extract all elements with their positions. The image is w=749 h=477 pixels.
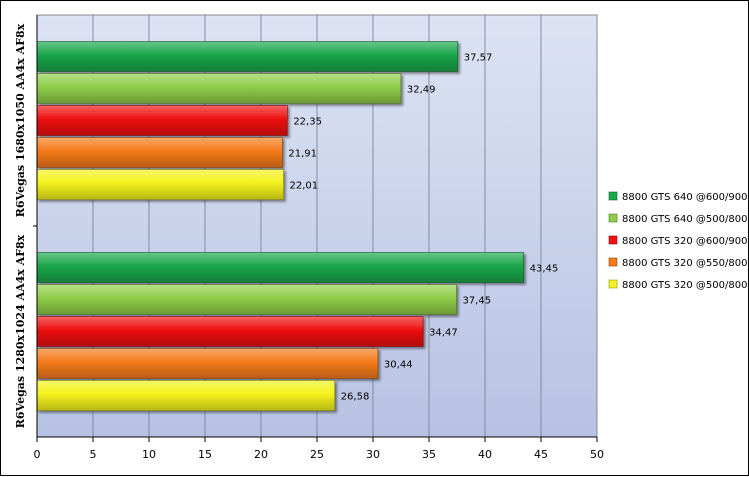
legend-swatch: [608, 257, 618, 267]
x-tick-label: 20: [254, 448, 268, 461]
x-tick-label: 0: [34, 448, 41, 461]
legend-swatch: [608, 213, 618, 223]
data-label: 22,35: [293, 117, 322, 128]
bar-1680x1050-series-1: [36, 41, 459, 72]
x-tick-label: 45: [534, 448, 548, 461]
legend-swatch: [608, 235, 618, 245]
data-label: 43,45: [530, 264, 559, 275]
data-label: 22,01: [290, 181, 319, 192]
legend-label: 8800 GTS 320 @600/900: [622, 236, 747, 247]
legend-swatch: [608, 191, 618, 201]
data-label: 37,45: [462, 296, 491, 307]
legend-label: 8800 GTS 640 @500/800: [622, 214, 747, 225]
bar-1280x1024-series-2: [36, 284, 457, 315]
x-tick-label: 10: [142, 448, 156, 461]
bar-1680x1050-series-5: [36, 169, 284, 200]
data-label: 32,49: [407, 85, 436, 96]
x-tick-label: 15: [198, 448, 212, 461]
bar-1680x1050-series-2: [36, 73, 402, 104]
bar-1680x1050-series-3: [36, 105, 288, 136]
x-tick-label: 50: [590, 448, 604, 461]
legend-label: 8800 GTS 640 @600/900: [622, 192, 747, 203]
category-label: R6Vegas 1280x1024 AA4x AF8x: [14, 234, 27, 428]
x-tick-label: 35: [422, 448, 436, 461]
bar-1280x1024-series-5: [36, 380, 335, 411]
category-label: R6Vegas 1680x1050 AA4x AF8x: [14, 23, 27, 217]
data-label: 37,57: [464, 53, 493, 64]
data-label: 21,91: [288, 149, 317, 160]
bar-1280x1024-series-4: [36, 348, 379, 379]
data-label: 30,44: [384, 360, 413, 371]
legend-label: 8800 GTS 320 @550/800: [622, 258, 747, 269]
legend-label: 8800 GTS 320 @500/800: [622, 280, 747, 291]
legend-swatch: [608, 279, 618, 289]
x-tick-label: 40: [478, 448, 492, 461]
bar-1280x1024-series-1: [36, 252, 524, 283]
data-label: 34,47: [429, 328, 458, 339]
x-tick-label: 25: [310, 448, 324, 461]
data-label: 26,58: [341, 392, 370, 403]
x-tick-label: 5: [90, 448, 97, 461]
x-tick-label: 30: [366, 448, 380, 461]
bar-1280x1024-series-3: [36, 316, 424, 347]
bar-1680x1050-series-4: [36, 137, 283, 168]
